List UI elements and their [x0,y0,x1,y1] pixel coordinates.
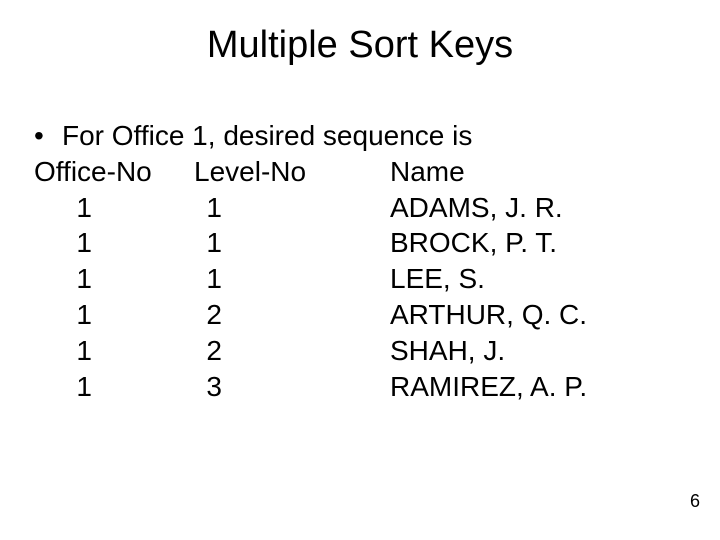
header-name: Name [390,154,694,190]
page-number: 6 [690,491,700,512]
cell-level: 1 [200,225,222,261]
header-office: Office-No [34,154,194,190]
table-header-row: Office-No Level-No Name [34,154,694,190]
bullet-line: • For Office 1, desired sequence is [34,118,694,154]
slide: Multiple Sort Keys • For Office 1, desir… [0,0,720,540]
cell-office: 1 [34,225,92,261]
bullet-text: For Office 1, desired sequence is [62,118,472,154]
table-row: 1 2 SHAH, J. [34,333,694,369]
table-row: 1 1 BROCK, P. T. [34,225,694,261]
bullet-glyph: • [34,118,62,154]
cell-name: LEE, S. [390,261,694,297]
table-row: 1 2 ARTHUR, Q. C. [34,297,694,333]
header-level: Level-No [194,154,390,190]
cell-level: 3 [200,369,222,405]
cell-office: 1 [34,333,92,369]
cell-level: 2 [200,297,222,333]
slide-title: Multiple Sort Keys [0,24,720,67]
cell-office: 1 [34,369,92,405]
table-row: 1 3 RAMIREZ, A. P. [34,369,694,405]
cell-name: ARTHUR, Q. C. [390,297,694,333]
cell-office: 1 [34,261,92,297]
cell-level: 1 [200,261,222,297]
table-row: 1 1 LEE, S. [34,261,694,297]
slide-body: • For Office 1, desired sequence is Offi… [34,118,694,405]
cell-office: 1 [34,190,92,226]
cell-level: 2 [200,333,222,369]
cell-name: RAMIREZ, A. P. [390,369,694,405]
cell-level: 1 [200,190,222,226]
cell-name: ADAMS, J. R. [390,190,694,226]
cell-office: 1 [34,297,92,333]
table-row: 1 1 ADAMS, J. R. [34,190,694,226]
cell-name: BROCK, P. T. [390,225,694,261]
cell-name: SHAH, J. [390,333,694,369]
